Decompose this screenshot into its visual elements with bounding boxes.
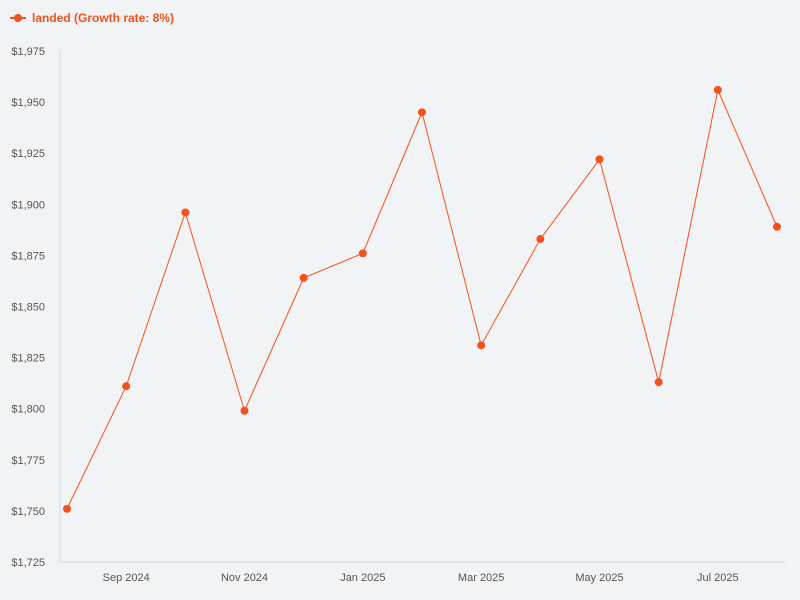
y-tick-label: $1,825 xyxy=(11,353,45,365)
data-point xyxy=(240,406,249,415)
legend-dot xyxy=(14,14,22,22)
data-point xyxy=(63,504,71,513)
y-tick-label: $1,875 xyxy=(11,250,45,262)
y-axis: $1,725 $1,750 $1,775 $1,800 $1,825 $1,850 $1,8… xyxy=(11,46,61,569)
x-tick-label: Nov 2024 xyxy=(221,572,268,584)
line-dot-legend-icon xyxy=(10,12,26,24)
y-tick-label: $1,725 xyxy=(11,557,45,569)
y-tick-label: $1,900 xyxy=(11,199,45,211)
y-tick-label: $1,775 xyxy=(11,455,45,467)
data-point xyxy=(773,222,781,231)
data-point xyxy=(536,235,545,244)
y-tick-label: $1,750 xyxy=(11,506,45,518)
data-point xyxy=(299,273,308,282)
data-point xyxy=(477,341,486,350)
legend[interactable]: landed (Growth rate: 8%) xyxy=(10,8,174,28)
y-tick-label: $1,850 xyxy=(11,302,45,314)
y-tick-label: $1,975 xyxy=(11,46,45,58)
x-tick-label: Jan 2025 xyxy=(340,572,385,584)
data-point xyxy=(654,378,663,387)
data-point xyxy=(595,155,604,164)
series-line xyxy=(66,88,778,510)
x-tick-label: May 2025 xyxy=(575,572,623,584)
series-landed xyxy=(63,85,781,513)
x-tick-label: Jul 2025 xyxy=(697,572,739,584)
data-point xyxy=(122,382,131,391)
x-tick-label: Mar 2025 xyxy=(458,572,504,584)
y-tick-label: $1,950 xyxy=(11,97,45,109)
data-point xyxy=(713,85,722,94)
data-point xyxy=(418,108,426,117)
data-point xyxy=(358,249,367,258)
y-tick-label: $1,925 xyxy=(11,148,45,160)
y-tick-label: $1,800 xyxy=(11,404,45,416)
x-tick-label: Sep 2024 xyxy=(103,572,150,584)
x-axis: Sep 2024 Nov 2024 Jan 2025 Mar 2025 May 2025… xyxy=(60,561,785,584)
legend-label: landed (Growth rate: 8%) xyxy=(32,11,175,25)
data-point xyxy=(181,208,190,217)
